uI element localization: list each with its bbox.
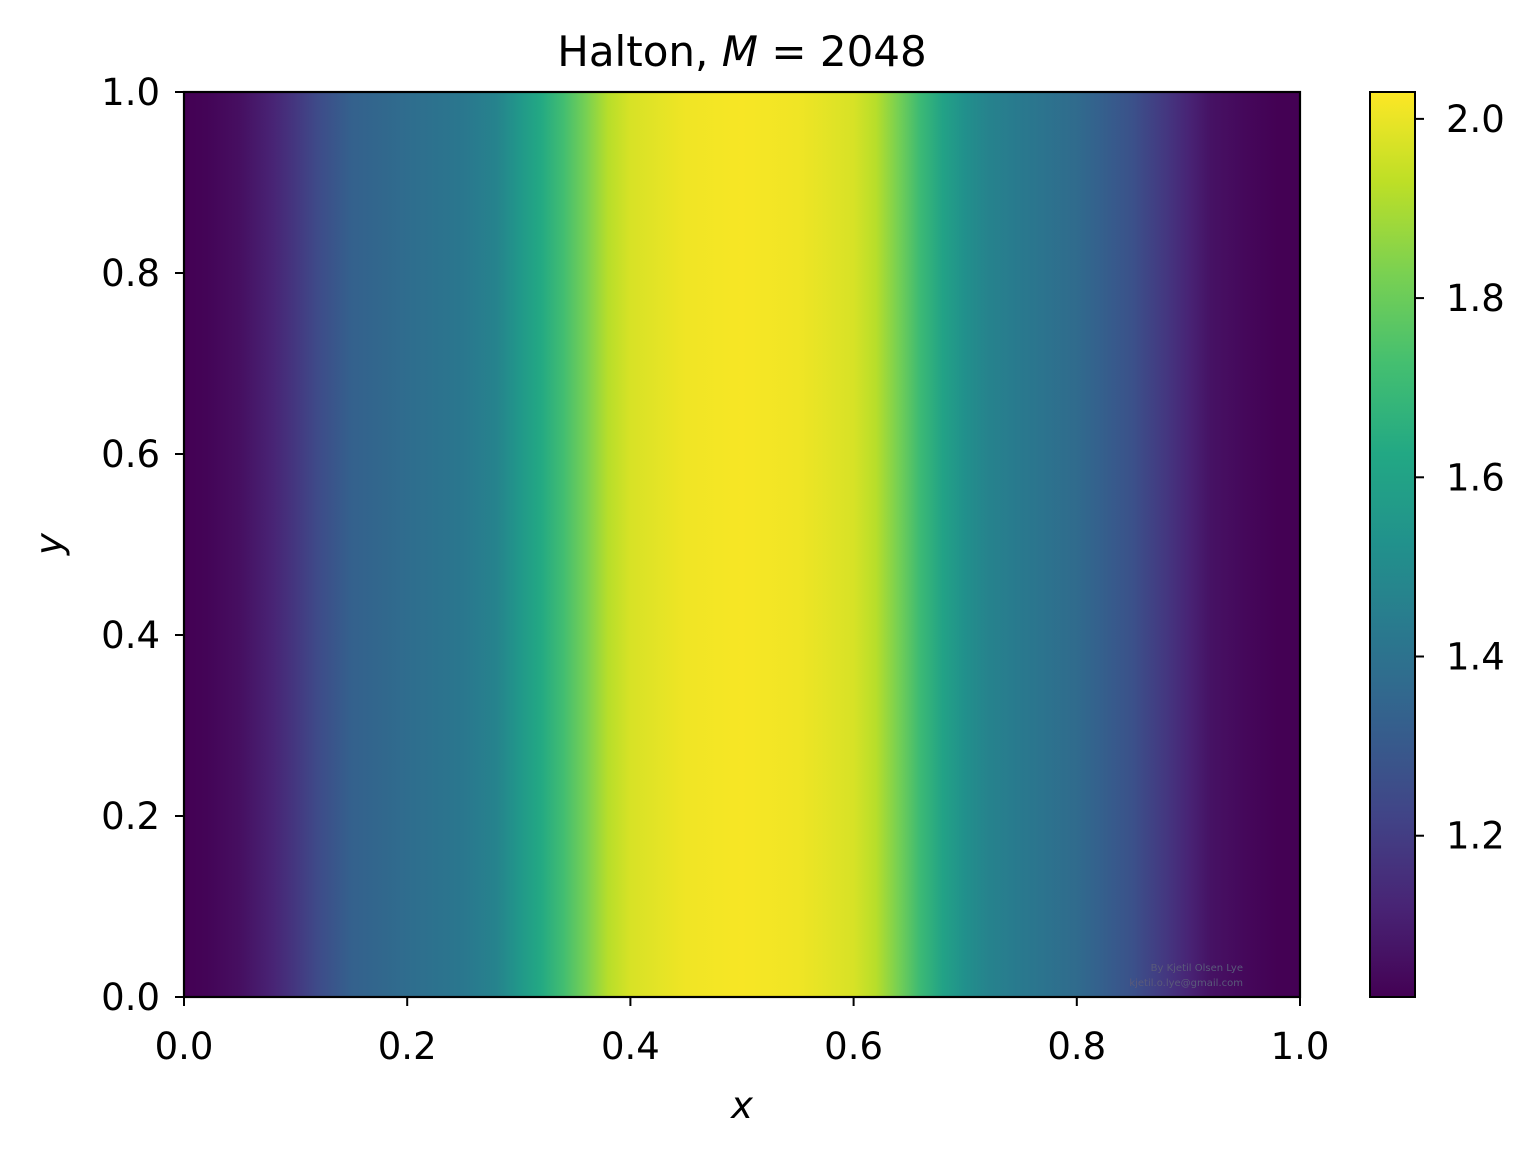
colorbar-tick-label: 2.0 (1446, 98, 1505, 141)
colorbar-tick-label: 1.6 (1446, 456, 1505, 499)
x-tick-label: 0.6 (824, 1025, 883, 1068)
x-tick-label: 1.0 (1271, 1025, 1330, 1068)
x-axis-ticks: 0.0 0.2 0.4 0.6 0.8 1.0 (155, 997, 1330, 1068)
x-tick-label: 0.0 (155, 1025, 214, 1068)
y-axis-ticks: 0.0 0.2 0.4 0.6 0.8 1.0 (101, 71, 184, 1019)
plot-frame (182, 90, 1302, 999)
y-axis-label: y (28, 532, 71, 556)
colorbar-ticks: 1.2 1.4 1.6 1.8 2.0 (1415, 98, 1505, 858)
watermark-line-1: By Kjetil Olsen Lye (1151, 963, 1243, 974)
colorbar-tick-label: 1.4 (1446, 636, 1505, 679)
y-tick-label: 0.4 (101, 614, 160, 657)
watermark-line-2: kjetil.o.lye@gmail.com (1129, 978, 1243, 989)
y-tick-label: 0.8 (101, 252, 160, 295)
y-tick-label: 0.0 (101, 976, 160, 1019)
y-tick-label: 0.6 (101, 433, 160, 476)
x-tick-label: 0.4 (601, 1025, 660, 1068)
colorbar-gradient (1370, 92, 1415, 997)
colorbar-tick-label: 1.2 (1446, 815, 1505, 858)
plot-area: By Kjetil Olsen Lye kjetil.o.lye@gmail.c… (182, 90, 1302, 999)
y-tick-label: 0.2 (101, 795, 160, 838)
x-axis-label: x (730, 1084, 754, 1127)
colorbar: 1.2 1.4 1.6 1.8 2.0 (1369, 91, 1505, 998)
colorbar-tick-label: 1.8 (1446, 277, 1505, 320)
x-tick-label: 0.8 (1047, 1025, 1106, 1068)
x-tick-label: 0.2 (378, 1025, 437, 1068)
heatmap-field (184, 92, 1300, 997)
colorbar-frame (1369, 91, 1416, 998)
y-tick-label: 1.0 (101, 71, 160, 114)
chart-title: Halton, M = 2048 (557, 27, 927, 76)
